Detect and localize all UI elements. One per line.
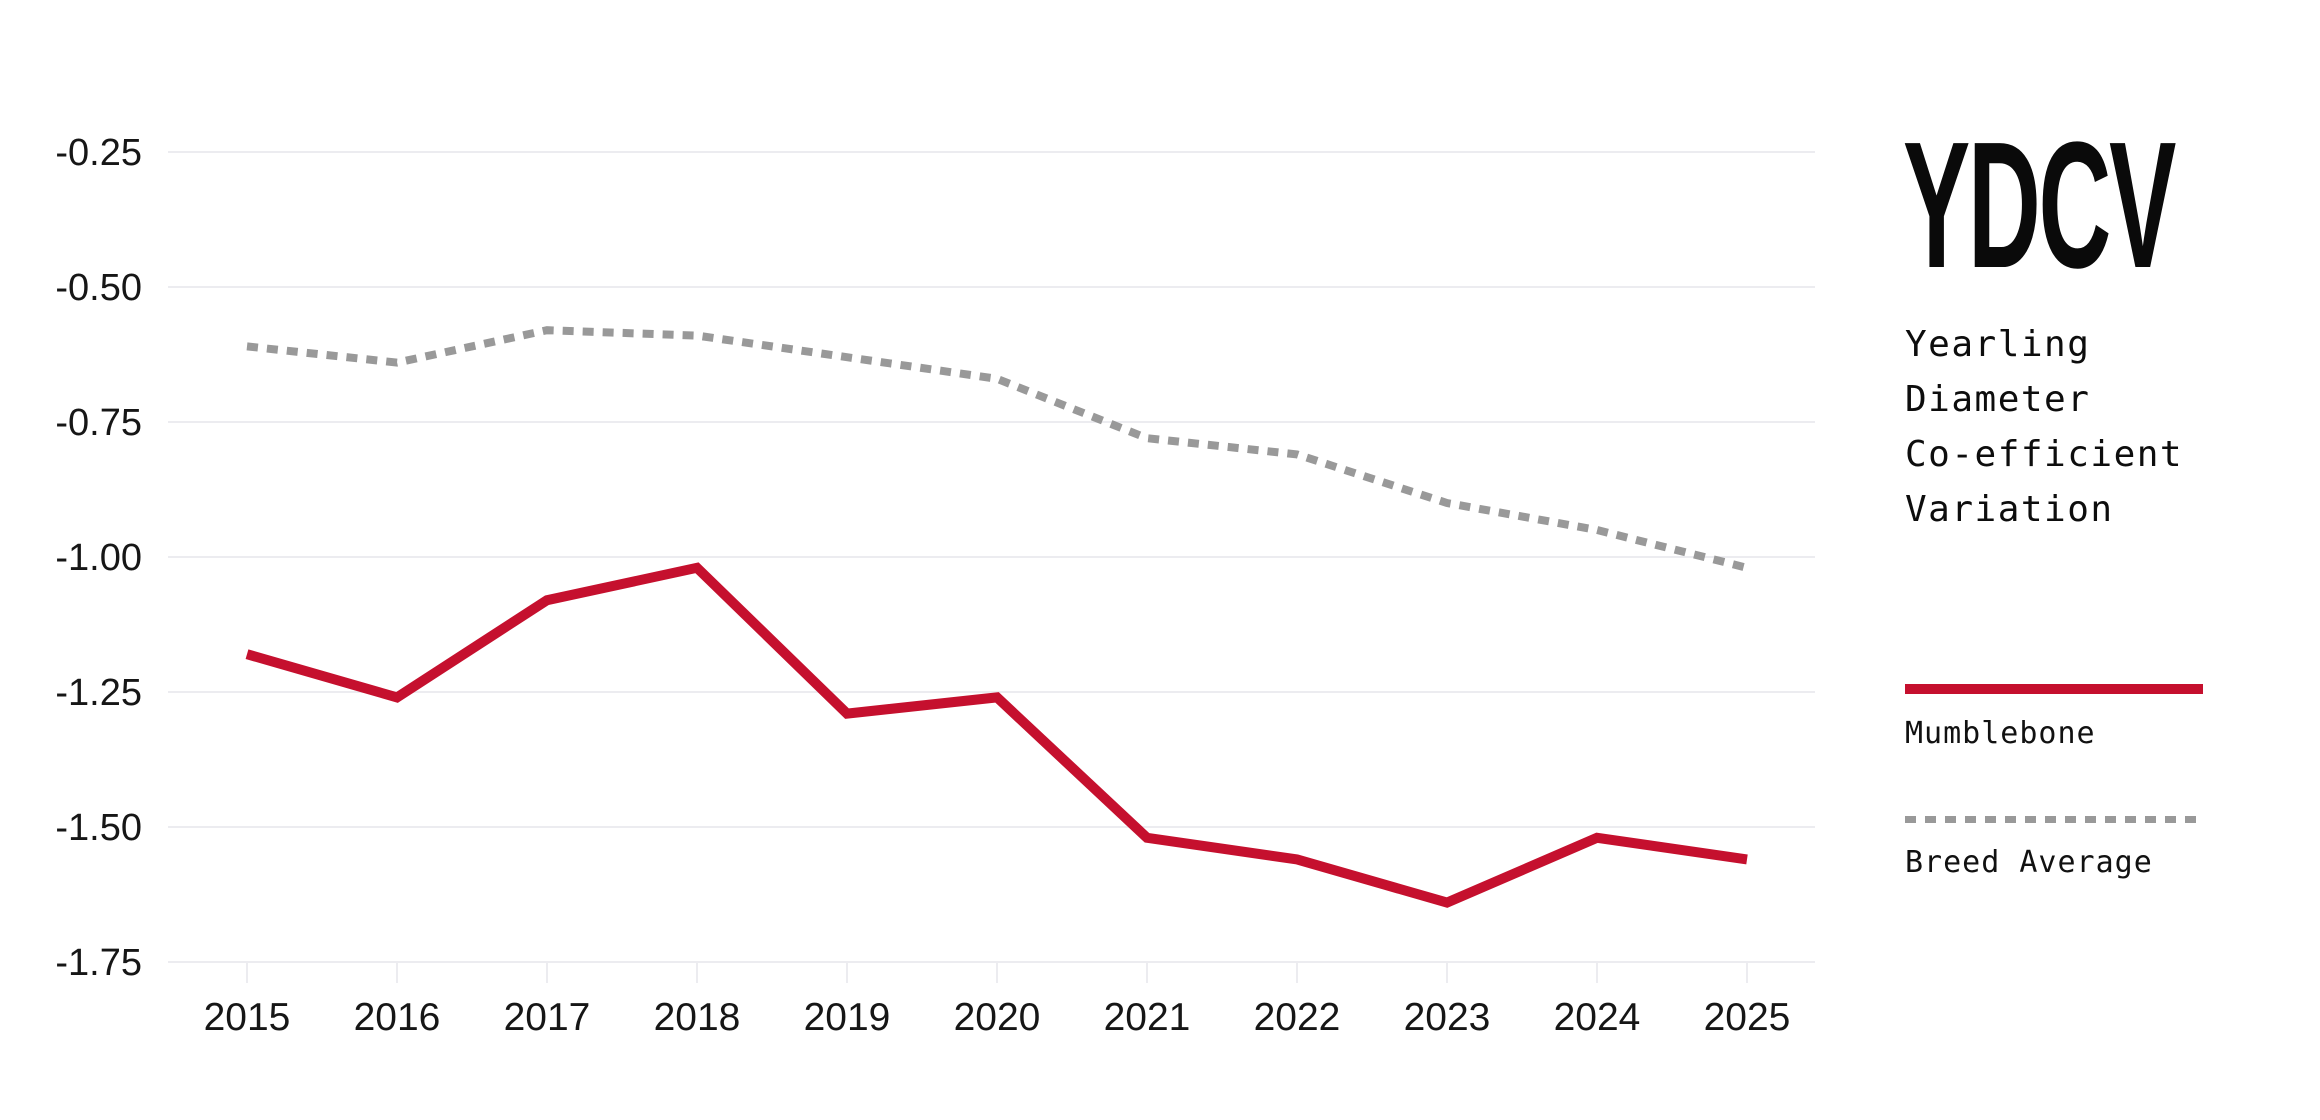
x-axis-labels: 2015 2016 2017 2018 2019 2020 2021 2022 2023 2024… [204,996,1791,1039]
x-axis-label: 2017 [504,996,591,1039]
legend-item-mumblebone: Mumblebone [1905,684,2203,752]
x-axis-label: 2015 [204,996,291,1039]
gridlines [168,151,1815,963]
chart-subtitle: Yearling Diameter Co-efficient Variation [1905,324,2184,530]
x-axis-label: 2019 [804,996,891,1039]
series-line-mumblebone [245,562,1748,908]
x-axis-label: 2016 [354,996,441,1039]
y-axis-label: -0.50 [55,267,142,309]
y-axis-label: -1.75 [55,942,142,984]
x-axis-label: 2025 [1704,996,1791,1039]
x-axis-label: 2020 [954,996,1041,1039]
legend-label-mumblebone: Mumblebone [1905,716,2096,751]
y-axis-label: -1.25 [55,672,142,714]
chart-title: YDCV [1903,105,2176,306]
series-line-breed-average [246,326,1748,572]
y-axis-label: -0.25 [55,132,142,174]
legend-item-breed-average: Breed Average [1905,816,2203,881]
legend-swatch-breed-average [1905,816,2203,823]
x-axis-label: 2021 [1104,996,1191,1039]
y-axis-label: -1.50 [55,807,142,849]
legend-label-breed-average: Breed Average [1905,845,2153,880]
info-panel: YDCV Yearling Diameter Co-efficient Vari… [1903,0,2303,1120]
y-axis-labels: -0.25 -0.50 -0.75 -1.00 -1.25 -1.50 -1.75 [55,132,142,984]
x-axis-label: 2022 [1254,996,1341,1039]
x-axis-label: 2018 [654,996,741,1039]
x-axis-label: 2023 [1404,996,1491,1039]
y-axis-label: -1.00 [55,537,142,579]
y-axis-label: -0.75 [55,402,142,444]
legend-swatch-mumblebone [1905,684,2203,694]
x-axis-label: 2024 [1554,996,1641,1039]
x-axis-ticks [246,962,1748,983]
series-lines [245,326,1748,908]
